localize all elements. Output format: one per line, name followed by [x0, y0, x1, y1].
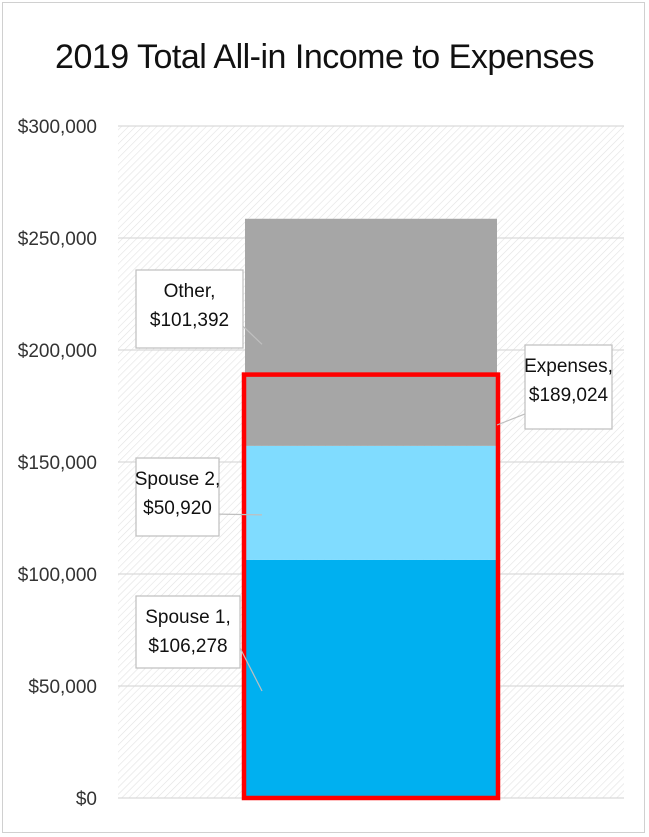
callout-leader — [242, 325, 263, 345]
expenses-overlay — [241, 372, 501, 801]
data-labels: Spouse 1, $106,278 Spouse 2, $50,920 Other, $… — [135, 269, 613, 692]
data-label-name: Spouse 1, — [145, 607, 231, 628]
callout-box — [135, 595, 241, 669]
data-label-value: $50,920 — [143, 498, 212, 519]
data-label-value: $106,278 — [148, 636, 227, 657]
data-label-name: Expenses, — [524, 356, 613, 377]
callout-leader — [218, 513, 263, 516]
data-label-name: Other, — [164, 281, 216, 302]
y-tick-label: $150,000 — [18, 453, 97, 474]
expenses-outline — [241, 372, 501, 801]
callout-leader — [496, 413, 526, 426]
callout-box — [135, 269, 244, 349]
y-axis-ticks: $0 $50,000 $100,000 $150,000 $200,000 $250,00… — [18, 117, 97, 810]
y-tick-label: $100,000 — [18, 565, 97, 586]
y-tick-label: $250,000 — [18, 229, 97, 250]
callout-leader — [239, 647, 263, 692]
callout-box — [524, 344, 613, 430]
y-tick-label: $200,000 — [18, 341, 97, 362]
bar-segment — [245, 218, 497, 446]
data-label-name: Spouse 2, — [135, 469, 221, 490]
data-label-value: $101,392 — [150, 310, 229, 331]
callout-box — [135, 457, 220, 537]
chart-title: 2019 Total All-in Income to Expenses — [55, 38, 594, 76]
stacked-bar — [245, 218, 497, 798]
bar-segment — [245, 445, 497, 560]
y-tick-label: $0 — [76, 789, 97, 810]
data-label-value: $189,024 — [529, 385, 609, 406]
y-tick-label: $300,000 — [18, 117, 97, 138]
bar-segment — [245, 559, 497, 798]
y-tick-label: $50,000 — [28, 677, 97, 698]
